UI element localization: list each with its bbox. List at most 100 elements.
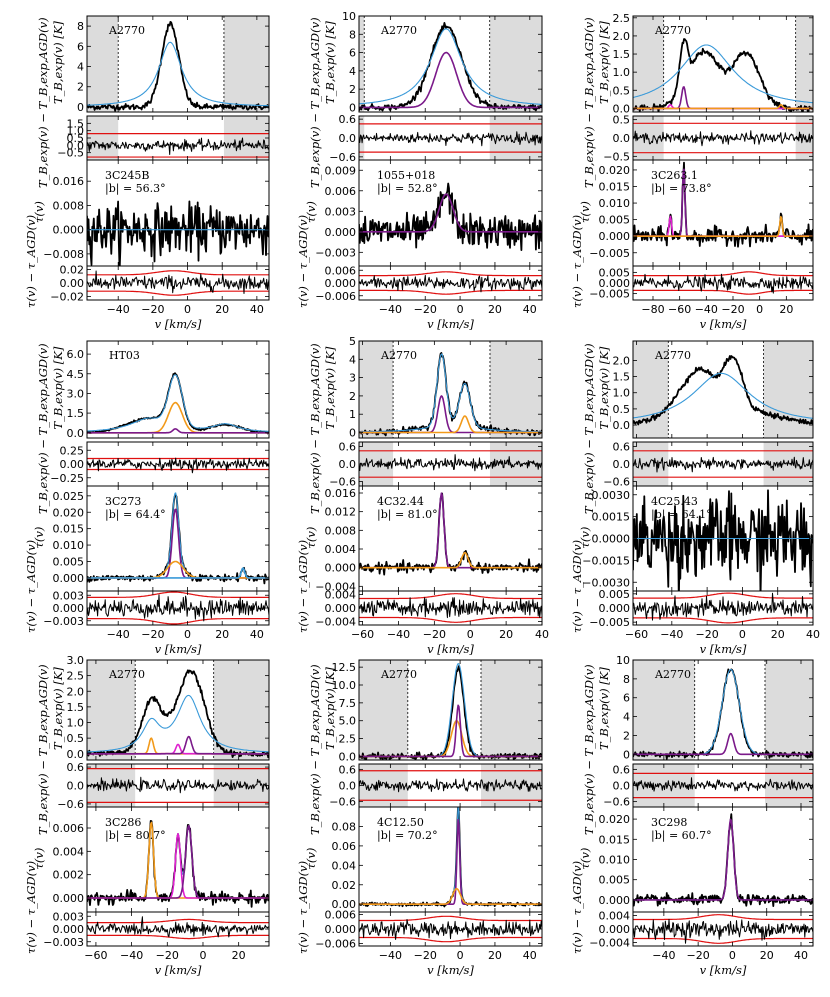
mask-region <box>795 16 813 112</box>
tau-res-lower-bound <box>87 290 269 296</box>
tau-ytick-label: −0.008 <box>43 248 84 261</box>
tau-res-ytick-label: 0.000 <box>599 923 631 936</box>
tb-ytick-label: 2.0 <box>613 354 631 367</box>
tb-axes <box>86 15 270 113</box>
tb-res-ytick-label: 0.6 <box>339 763 357 776</box>
x-tick-label: 20 <box>488 949 502 962</box>
x-tick-label: 20 <box>488 303 502 316</box>
tb-axes <box>358 15 543 113</box>
tau-res-ylabel: τ(v) − τ_AGD(v) <box>296 215 310 308</box>
x-tick-label: −20 <box>423 628 446 641</box>
tau-ytick-label: 0.003 <box>325 205 357 218</box>
tau-ylabel: τ(v) <box>32 848 46 870</box>
x-tick-label: 0 <box>457 303 464 316</box>
x-tick-label: 0 <box>467 628 474 641</box>
tb-axes <box>632 340 814 439</box>
tb-data-line <box>633 355 813 426</box>
tb-ytick-label: 0.0 <box>339 750 357 763</box>
tau-ytick-label: −0.0015 <box>582 554 630 567</box>
tau-ytick-label: 0.010 <box>599 854 631 867</box>
tau-res-lower-bound <box>633 289 813 295</box>
tb-ytick-label: 6.0 <box>67 348 85 361</box>
mask-region <box>489 16 542 112</box>
x-tick-label: −20 <box>156 949 179 962</box>
tb-ytick-label: 6 <box>623 692 630 705</box>
x-tick-label: 20 <box>779 303 793 316</box>
tb-res-ytick-label: 0.6 <box>339 440 357 453</box>
tau-ytick-label: 0.020 <box>599 164 631 177</box>
emission-label: A2770 <box>380 24 417 37</box>
tau-ylabel: τ(v) <box>304 848 318 870</box>
tau-data-line <box>633 489 813 591</box>
tau-res-upper-bound <box>359 271 542 277</box>
tb-component-purple <box>359 704 542 758</box>
tau-ytick-label: 0.0015 <box>592 511 631 524</box>
tb-ylabel: T_B,exp(v) [K] <box>597 21 611 104</box>
tau-res-ytick-label: −0.005 <box>589 288 630 301</box>
galactic-latitude: |b| = 56.3° <box>105 182 166 196</box>
tau-ylabel: τ(v) <box>578 848 592 870</box>
tb-res-ytick-label: 0.0 <box>339 132 357 145</box>
tb-ytick-label: 0.0 <box>613 102 631 115</box>
tb-res-ytick-label: 0.0 <box>613 132 631 145</box>
x-axis-label: v [km/s] <box>700 317 747 331</box>
tau-ytick-label: 0.010 <box>599 197 631 210</box>
x-tick-label: 20 <box>232 949 246 962</box>
tau-ytick-label: 0.000 <box>53 224 85 237</box>
tb-ytick-label: 1.0 <box>613 387 631 400</box>
x-tick-label: −20 <box>141 628 164 641</box>
tb-ytick-label: 7.5 <box>339 697 357 710</box>
tau-ytick-label: 0.002 <box>53 869 85 882</box>
tau-ylabel: τ(v) <box>304 201 318 223</box>
x-axis-label: v [km/s] <box>700 642 747 656</box>
tau-res-ytick-label: 0.000 <box>325 602 357 615</box>
x-tick-label: −40 <box>379 303 402 316</box>
tb-model-line <box>633 372 813 419</box>
tau-ytick-label: 0.02 <box>332 879 357 892</box>
tb-model-line <box>633 44 813 104</box>
tb-data-line <box>87 372 269 435</box>
x-tick-label: −20 <box>414 949 437 962</box>
tb-res-line <box>87 137 269 155</box>
tb-model-line <box>87 41 269 107</box>
tb-ylabel: T_B,exp(v) [K] <box>597 346 611 429</box>
tau-res-ytick-label: −0.004 <box>589 937 630 950</box>
source-name: 4C12.50 <box>377 816 424 829</box>
tau-ytick-label: 0.008 <box>325 524 357 537</box>
tau-res-ylabel: τ(v) − τ_AGD(v) <box>570 215 584 308</box>
tb-ytick-label: 1.0 <box>613 66 631 79</box>
tb-res-line <box>359 454 542 472</box>
tb-res-ytick-label: −0.6 <box>603 476 630 489</box>
galactic-latitude: |b| = 73.8° <box>651 182 712 196</box>
tb-component-purple <box>633 732 813 756</box>
tau-ytick-label: 0.009 <box>325 164 357 177</box>
tau-ytick-label: 0.006 <box>53 822 85 835</box>
panel-1: 0 2 4 6 8 A2770 T_B,exp(v) [K]1.51.00.50.0−0.5… <box>24 15 270 331</box>
tau-component-purple <box>87 824 269 899</box>
x-tick-label: 20 <box>499 628 513 641</box>
mask-region <box>87 116 119 160</box>
x-tick-label: 0 <box>739 628 746 641</box>
tb-res-ytick-label: 0.6 <box>67 761 85 774</box>
mask-region <box>481 660 542 760</box>
tau-res-upper-bound <box>87 270 269 276</box>
tau-res-ylabel: τ(v) − τ_AGD(v) <box>24 861 38 954</box>
panel-6: 0.0 0.5 1.0 1.5 2.0 A2770 T_B,exp(v) [K]0.6 0.0… <box>570 340 820 656</box>
tb-ytick-label: 0.0 <box>613 419 631 432</box>
tb-ytick-label: 5.0 <box>339 715 357 728</box>
tau-component-orange <box>633 215 813 237</box>
tb-res-ytick-label: 0.5 <box>613 114 631 127</box>
tb-axes <box>632 15 814 113</box>
tb-res-ylabel: T_B,exp(v) − T_B,exp,AGD(v) <box>308 17 322 188</box>
tau-ytick-label: 0.08 <box>332 820 357 833</box>
tau-component-magenta <box>87 833 269 899</box>
tau-res-ytick-label: −0.003 <box>43 936 84 949</box>
tb-ytick-label: 1.5 <box>613 48 631 61</box>
tb-ytick-label: 10 <box>616 654 630 667</box>
x-tick-label: −40 <box>660 628 683 641</box>
tb-data-line <box>87 21 269 112</box>
x-tick-label: 20 <box>771 628 785 641</box>
tb-res-ytick-label: 0.0 <box>67 139 85 152</box>
